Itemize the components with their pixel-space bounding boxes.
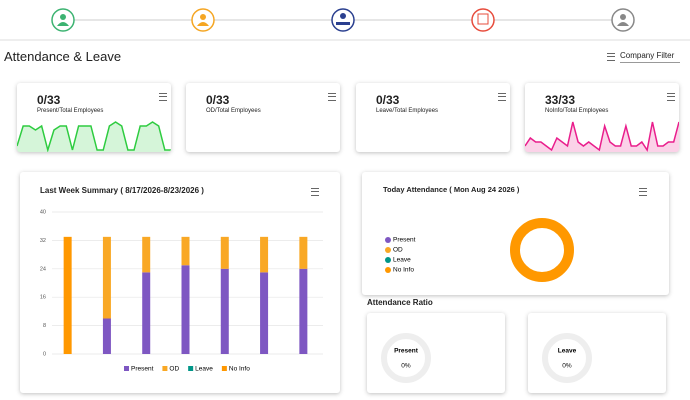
count: 33/33 [545, 93, 576, 107]
legend-label: Leave [195, 366, 213, 373]
count: 0/33 [376, 93, 400, 107]
step[interactable] [51, 8, 75, 32]
menu[interactable] [328, 93, 336, 101]
legend-swatch [162, 366, 168, 371]
legend-label: No Info [393, 267, 414, 274]
donut-chart: Present OD Leave No Info [385, 218, 574, 282]
gauge-name: Present [394, 348, 419, 355]
y-tick-label: 24 [40, 266, 46, 272]
gauge: Leave 0% [542, 333, 592, 383]
gauge: Present 0% [381, 333, 431, 383]
bar-segment [220, 236, 229, 269]
menu[interactable] [667, 93, 675, 101]
bar-segment [181, 236, 190, 266]
donut-segment [510, 218, 574, 282]
summary-card: 0/33 Leave/Total Employees [356, 83, 510, 152]
chart-title: Today Attendance ( Mon Aug 24 2026 ) [383, 185, 520, 194]
count: 0/33 [37, 93, 61, 107]
legend-swatch [385, 237, 391, 243]
y-tick-label: 8 [43, 323, 46, 329]
bar-segment [102, 318, 111, 354]
filter-icon[interactable] [607, 53, 615, 61]
gauge-label: 0% [401, 363, 411, 370]
gauge-label: 0% [562, 363, 572, 370]
legend-swatch [188, 366, 194, 371]
step[interactable] [471, 8, 495, 32]
menu[interactable] [498, 93, 506, 101]
bar-chart: 0 8 16 24 32 40 Present OD Leave No Info [40, 209, 323, 373]
summary-card: 33/33 NoInfo/Total Employees [525, 83, 679, 152]
card-label: Leave/Total Employees [376, 108, 439, 114]
bar-segment [260, 236, 269, 273]
summary-card: 0/33 Present/Total Employees [17, 83, 171, 152]
y-tick-label: 16 [40, 295, 46, 301]
menu[interactable] [159, 93, 167, 101]
legend-label: OD [169, 366, 179, 373]
week-card: Last Week Summary ( 8/17/2026-8/23/2026 … [20, 172, 340, 393]
step[interactable] [331, 8, 355, 32]
step[interactable] [611, 8, 635, 32]
legend-swatch [385, 267, 391, 273]
step[interactable] [191, 8, 215, 32]
legend-swatch [124, 366, 129, 371]
company-filter[interactable]: Company Filter [620, 51, 681, 63]
gauge-name: Leave [558, 348, 577, 355]
bar-segment [260, 272, 269, 354]
bar-segment [142, 272, 151, 354]
card-label: NoInfo/Total Employees [545, 108, 609, 114]
page-title: Attendance & Leave [4, 49, 122, 64]
ratio-card: Leave 0% [528, 313, 666, 393]
menu[interactable] [311, 188, 319, 196]
bar-segment [102, 236, 111, 319]
count: 0/33 [206, 93, 230, 107]
today-card: Today Attendance ( Mon Aug 24 2026 ) Pre… [362, 172, 669, 295]
bar-segment [299, 236, 308, 269]
ratio-card: Present 0% [367, 313, 505, 393]
bar-segment [299, 268, 308, 354]
summary-card: 0/33 OD/Total Employees [186, 83, 340, 152]
legend-label: Present [131, 366, 154, 373]
spark-line [17, 121, 171, 152]
spark-area [525, 122, 679, 152]
gauge-track [542, 333, 592, 383]
card-label: Present/Total Employees [37, 108, 104, 114]
bar-segment [220, 268, 229, 354]
legend-swatch [221, 366, 227, 371]
legend-label: Present [393, 237, 416, 244]
bar-segment [181, 265, 190, 354]
legend-label: OD [393, 247, 403, 254]
legend-label: Leave [393, 257, 411, 264]
spark-line [525, 121, 679, 152]
legend-label: No Info [229, 366, 250, 373]
legend-swatch [385, 257, 391, 263]
step-nav [0, 8, 690, 41]
card-label: OD/Total Employees [206, 108, 261, 114]
bar-segment [142, 236, 151, 273]
y-tick-label: 0 [43, 351, 46, 357]
bar-segment [63, 236, 72, 354]
sparkline [17, 121, 171, 152]
y-tick-label: 32 [40, 238, 46, 244]
menu[interactable] [639, 188, 647, 196]
chart-title: Last Week Summary ( 8/17/2026-8/23/2026 … [40, 186, 204, 195]
sparkline [525, 121, 679, 152]
gauge-track [381, 333, 431, 383]
y-tick-label: 40 [40, 209, 46, 215]
section-title: Attendance Ratio [367, 298, 433, 307]
legend-swatch [385, 247, 391, 253]
